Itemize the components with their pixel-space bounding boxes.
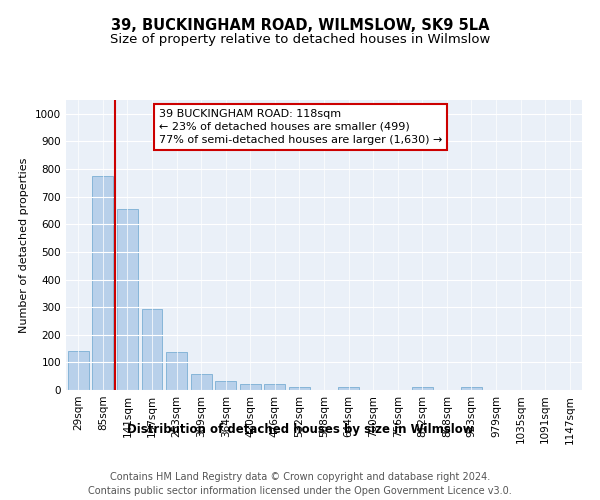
Bar bbox=[117, 209, 138, 390]
Bar bbox=[338, 387, 359, 390]
Text: Size of property relative to detached houses in Wilmslow: Size of property relative to detached ho… bbox=[110, 32, 490, 46]
Bar bbox=[68, 352, 89, 390]
Text: Contains HM Land Registry data © Crown copyright and database right 2024.: Contains HM Land Registry data © Crown c… bbox=[110, 472, 490, 482]
Bar bbox=[412, 387, 433, 390]
Bar bbox=[240, 384, 261, 390]
Bar bbox=[461, 387, 482, 390]
Bar bbox=[265, 384, 286, 390]
Y-axis label: Number of detached properties: Number of detached properties bbox=[19, 158, 29, 332]
Bar bbox=[191, 374, 212, 390]
Bar bbox=[166, 352, 187, 390]
Text: Distribution of detached houses by size in Wilmslow: Distribution of detached houses by size … bbox=[127, 422, 473, 436]
Bar bbox=[215, 381, 236, 390]
Bar bbox=[142, 308, 163, 390]
Text: 39 BUCKINGHAM ROAD: 118sqm
← 23% of detached houses are smaller (499)
77% of sem: 39 BUCKINGHAM ROAD: 118sqm ← 23% of deta… bbox=[159, 108, 442, 145]
Text: 39, BUCKINGHAM ROAD, WILMSLOW, SK9 5LA: 39, BUCKINGHAM ROAD, WILMSLOW, SK9 5LA bbox=[111, 18, 489, 32]
Bar bbox=[289, 387, 310, 390]
Bar bbox=[92, 176, 113, 390]
Text: Contains public sector information licensed under the Open Government Licence v3: Contains public sector information licen… bbox=[88, 486, 512, 496]
